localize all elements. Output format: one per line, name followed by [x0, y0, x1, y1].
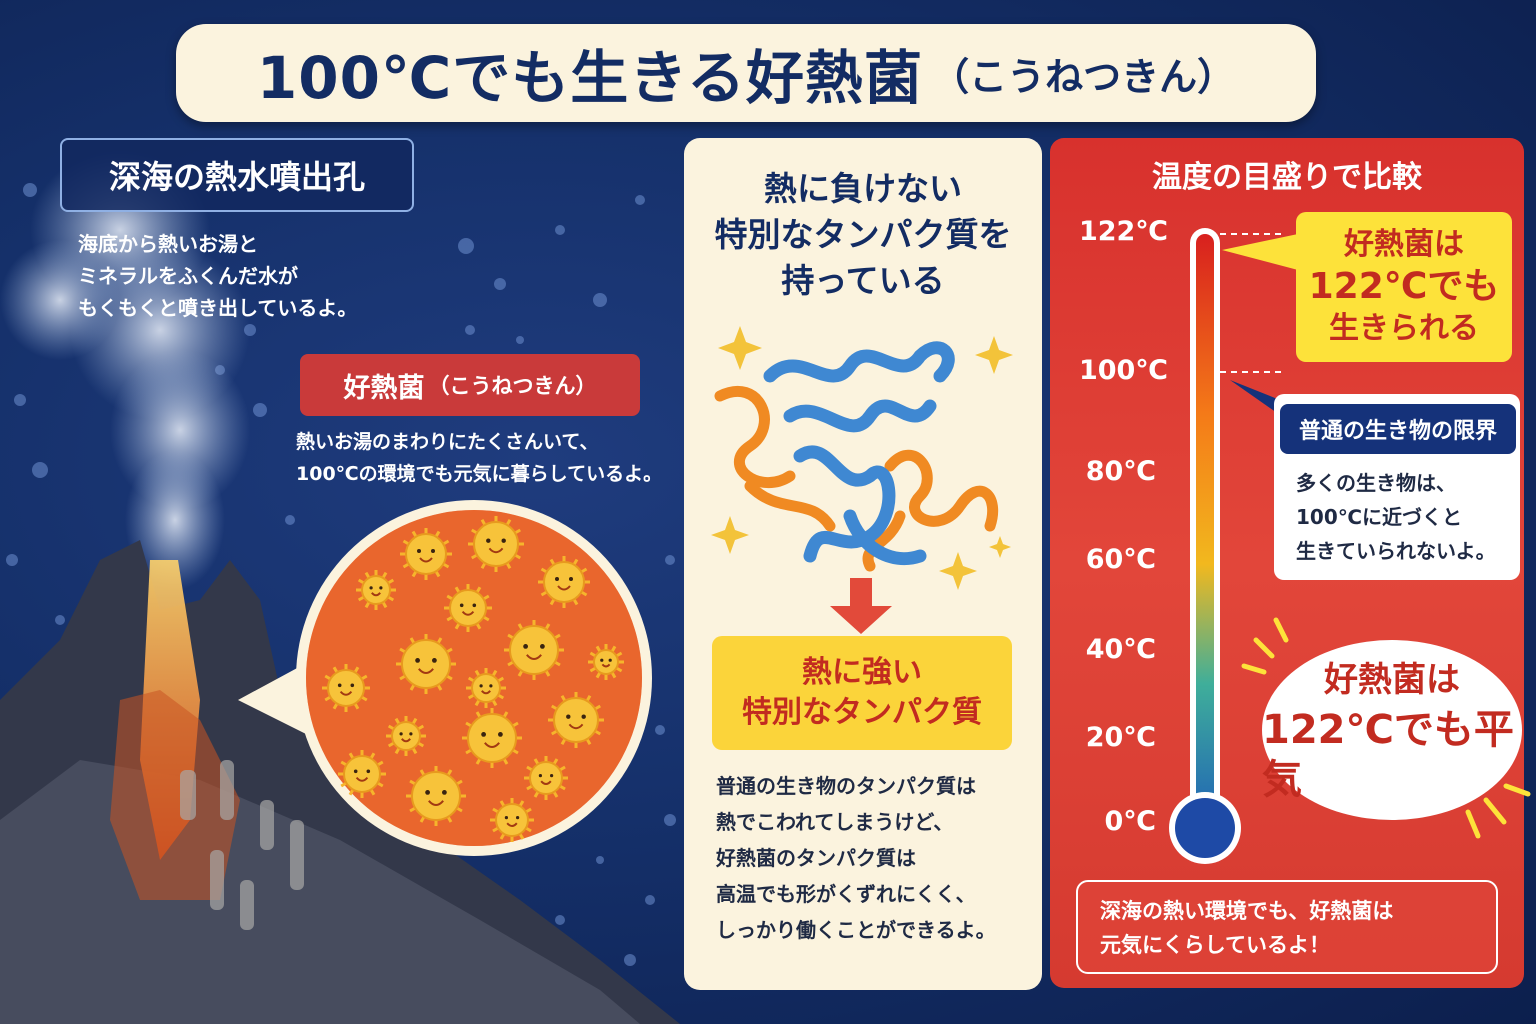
protein-panel — [684, 138, 1042, 990]
thermometer-bulb — [1175, 798, 1235, 858]
thermophile-desc-line: 100℃の環境でも元気に暮らしているよ。 — [296, 463, 663, 485]
callout-pointers — [1222, 234, 1298, 415]
bacterium-icon — [400, 528, 452, 580]
callout-line: 122℃でも — [1308, 266, 1500, 307]
thermophile-description: 熱いお湯のまわりにたくさんいて、 100℃の環境でも元気に暮らしているよ。 — [296, 426, 696, 490]
summary-line: 深海の熱い環境でも、好熱菌は — [1100, 899, 1394, 923]
thermophile-label-reading: （こうねつきん） — [428, 374, 597, 398]
limit-desc-line: 生きていられないよ。 — [1296, 539, 1496, 563]
bacterium-icon — [504, 620, 564, 680]
bacterium-icon — [444, 584, 492, 632]
emphasis-rays — [1241, 617, 1531, 839]
protein-heading-line: 特別なタンパク質を — [714, 215, 1012, 254]
thermometer — [1169, 228, 1282, 864]
bacterium-icon — [524, 756, 568, 800]
heat-ok-oval: 好熱菌は 122℃でも平気 — [1262, 640, 1522, 820]
bacterium-icon — [588, 644, 624, 680]
bacterium-icon — [548, 692, 604, 748]
summary-box: 深海の熱い環境でも、好熱菌は 元気にくらしているよ！ — [1076, 880, 1498, 974]
limit-desc-line: 100℃に近づくと — [1296, 505, 1462, 529]
thermophile-label: 好熱菌 （こうねつきん） — [300, 354, 640, 416]
bacteria-illustration — [322, 516, 624, 842]
bacterium-icon — [462, 708, 522, 768]
callout-line: 生きられる — [1329, 311, 1479, 346]
bacterium-icon — [396, 634, 456, 694]
protein-heading-line: 熱に負けない — [764, 169, 962, 208]
protein-heading: 熱に負けない 特別なタンパク質を 持っている — [684, 166, 1042, 304]
page-title: 100℃でも生きる好熱菌 — [256, 44, 924, 112]
tick-label: 100℃ — [1078, 355, 1168, 386]
down-arrow-icon — [830, 578, 892, 634]
protein-illustration — [711, 326, 1013, 634]
limit-description: 多くの生き物は、 100℃に近づくと 生きていられないよ。 — [1296, 466, 1516, 568]
bacterium-icon — [322, 664, 370, 712]
steam-plume — [0, 150, 250, 590]
tick-label: 40℃ — [1085, 634, 1156, 665]
oval-line: 122℃でも平気 — [1262, 707, 1514, 803]
tick-label: 20℃ — [1085, 722, 1156, 753]
bacterium-icon — [406, 766, 466, 826]
protein-heading-line: 持っている — [781, 261, 945, 300]
bacterium-icon — [386, 716, 426, 756]
vent-description: 海底から熱いお湯と ミネラルをふくんだ水が もくもくと噴き出しているよ。 — [78, 228, 438, 324]
bacterium-icon — [356, 570, 396, 610]
vent-desc-line: 海底から熱いお湯と — [78, 232, 258, 256]
title-banner: 100℃でも生きる好熱菌 （こうねつきん） — [176, 24, 1316, 122]
protein-description: 普通の生き物のタンパク質は 熱でこわれてしまうけど、 好熱菌のタンパク質は 高温… — [716, 768, 1016, 948]
protein-desc-line: しっかり働くことができるよ。 — [716, 918, 996, 942]
resist-box-line: 特別なタンパク質 — [742, 695, 982, 730]
scale-title: 温度の目盛りで比較 — [1152, 160, 1422, 195]
thermophile-label-text: 好熱菌 — [343, 372, 425, 404]
bacterium-icon — [538, 556, 590, 608]
summary-line: 元気にくらしているよ！ — [1100, 933, 1330, 957]
vent-desc-line: ミネラルをふくんだ水が — [78, 264, 298, 288]
thermometer-fill — [1196, 234, 1214, 834]
callout-line: 好熱菌は — [1344, 227, 1464, 262]
heat-resistant-protein-box: 熱に強い 特別なタンパク質 — [712, 636, 1012, 750]
protein-desc-line: 好熱菌のタンパク質は — [716, 846, 916, 870]
limit-label: 普通の生き物の限界 — [1280, 404, 1516, 454]
resist-box-line: 熱に強い — [802, 655, 922, 690]
vent-label: 深海の熱水噴出孔 — [60, 138, 414, 212]
thermophile-desc-line: 熱いお湯のまわりにたくさんいて、 — [296, 431, 599, 453]
bacterium-icon — [490, 798, 534, 842]
122-callout: 好熱菌は 122℃でも 生きられる — [1296, 212, 1512, 362]
limit-desc-line: 多くの生き物は、 — [1296, 471, 1456, 495]
tick-label: 0℃ — [1104, 806, 1156, 837]
protein-desc-line: 高温でも形がくずれにくく、 — [716, 882, 976, 906]
page-title-reading: （こうねつきん） — [931, 54, 1236, 99]
tick-label: 122℃ — [1078, 216, 1168, 247]
tick-label: 80℃ — [1085, 456, 1156, 487]
vent-desc-line: もくもくと噴き出しているよ。 — [78, 296, 358, 320]
bacterium-icon — [466, 668, 506, 708]
bacterium-icon — [338, 750, 386, 798]
oval-line: 好熱菌は — [1324, 660, 1460, 700]
tick-label: 60℃ — [1085, 544, 1156, 575]
sparkle-icon — [711, 326, 1013, 590]
protein-desc-line: 普通の生き物のタンパク質は — [716, 774, 976, 798]
bacterium-icon — [468, 516, 524, 572]
protein-desc-line: 熱でこわれてしまうけど、 — [716, 810, 954, 834]
